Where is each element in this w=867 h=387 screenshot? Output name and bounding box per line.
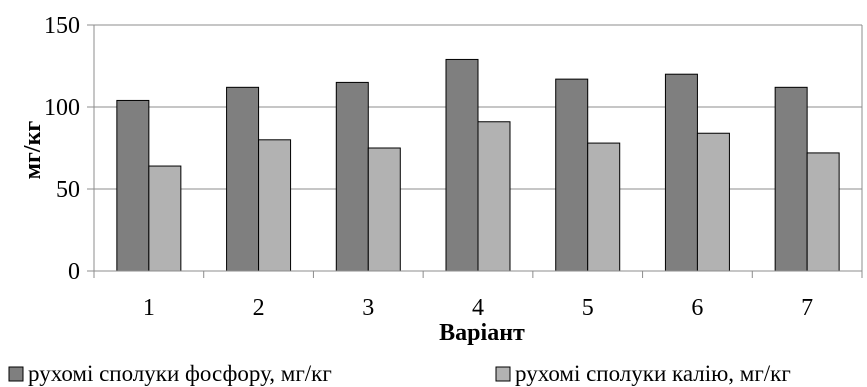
x-tick-label: 7 [801, 295, 813, 321]
bar-phosphorus [116, 99, 150, 272]
y-axis-title: мг/кг [20, 121, 46, 180]
y-tick-labels: 0 50 100 150 [44, 13, 80, 285]
bar-potassium [148, 165, 182, 272]
legend: рухомі сполуки фосфору, мг/кг рухомі спо… [8, 361, 791, 386]
x-tick-labels: 1 2 3 4 5 6 7 [143, 295, 813, 321]
x-tick-label: 1 [143, 295, 155, 321]
x-tick-label: 4 [472, 295, 484, 321]
x-tick-label: 2 [253, 295, 265, 321]
bar-phosphorus [226, 86, 260, 272]
bar-potassium [587, 142, 621, 272]
bar-phosphorus [445, 58, 479, 272]
y-tick-label: 150 [44, 13, 80, 39]
bar-phosphorus [774, 86, 808, 272]
x-tick-label: 5 [582, 295, 594, 321]
y-tick-label: 100 [44, 95, 80, 121]
legend-label-potassium: рухомі сполуки калію, мг/кг [515, 361, 791, 386]
bar-potassium [258, 139, 292, 272]
bar-potassium [696, 132, 730, 272]
bar-potassium [477, 121, 511, 272]
bar-potassium [367, 147, 401, 272]
y-tick-label: 50 [56, 177, 80, 203]
legend-swatch-phosphorus [8, 366, 24, 382]
legend-swatch-potassium [495, 366, 511, 382]
axes [87, 24, 863, 278]
x-axis-title: Варіант [439, 320, 525, 346]
y-tick-label: 0 [68, 259, 80, 285]
x-tick-label: 6 [691, 295, 703, 321]
bars [116, 58, 840, 272]
bar-potassium [806, 152, 840, 272]
legend-label-phosphorus: рухомі сполуки фосфору, мг/кг [28, 361, 332, 386]
bar-phosphorus [555, 78, 589, 272]
x-tick-label: 3 [362, 295, 374, 321]
bar-phosphorus [664, 73, 698, 272]
bar-phosphorus [335, 81, 369, 272]
